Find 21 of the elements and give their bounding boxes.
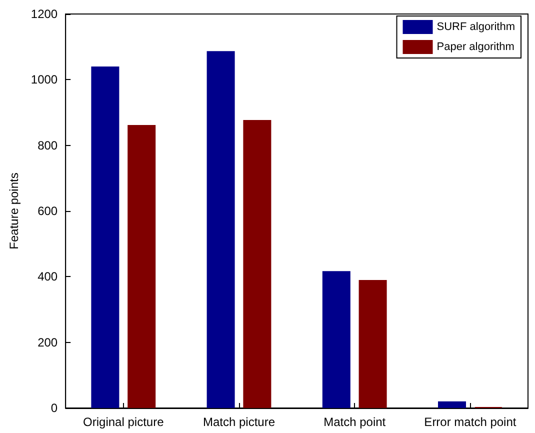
y-tick-label: 600: [38, 204, 58, 218]
y-tick-label: 400: [38, 270, 58, 284]
x-tick-label: Original picture: [83, 415, 164, 429]
bar: [358, 280, 387, 408]
legend-label: SURF algorithm: [436, 21, 516, 33]
y-axis-title: Feature points: [7, 172, 21, 250]
bar: [322, 271, 350, 408]
bar: [128, 124, 156, 408]
bar: [438, 401, 466, 408]
y-tick-label: 200: [38, 335, 58, 350]
y-tick-label: 0: [50, 401, 58, 415]
legend-label: Paper algorithm: [436, 41, 514, 53]
x-tick-label: Error match point: [424, 415, 517, 429]
y-tick-label: 1200: [30, 7, 58, 21]
x-tick-label: Match point: [324, 415, 386, 429]
x-tick-label: Match picture: [202, 415, 276, 429]
bar: [206, 51, 235, 408]
bar: [91, 66, 120, 408]
bar: [243, 120, 272, 408]
y-tick-label: 800: [38, 138, 58, 152]
y-tick-label: 1000: [30, 72, 58, 87]
